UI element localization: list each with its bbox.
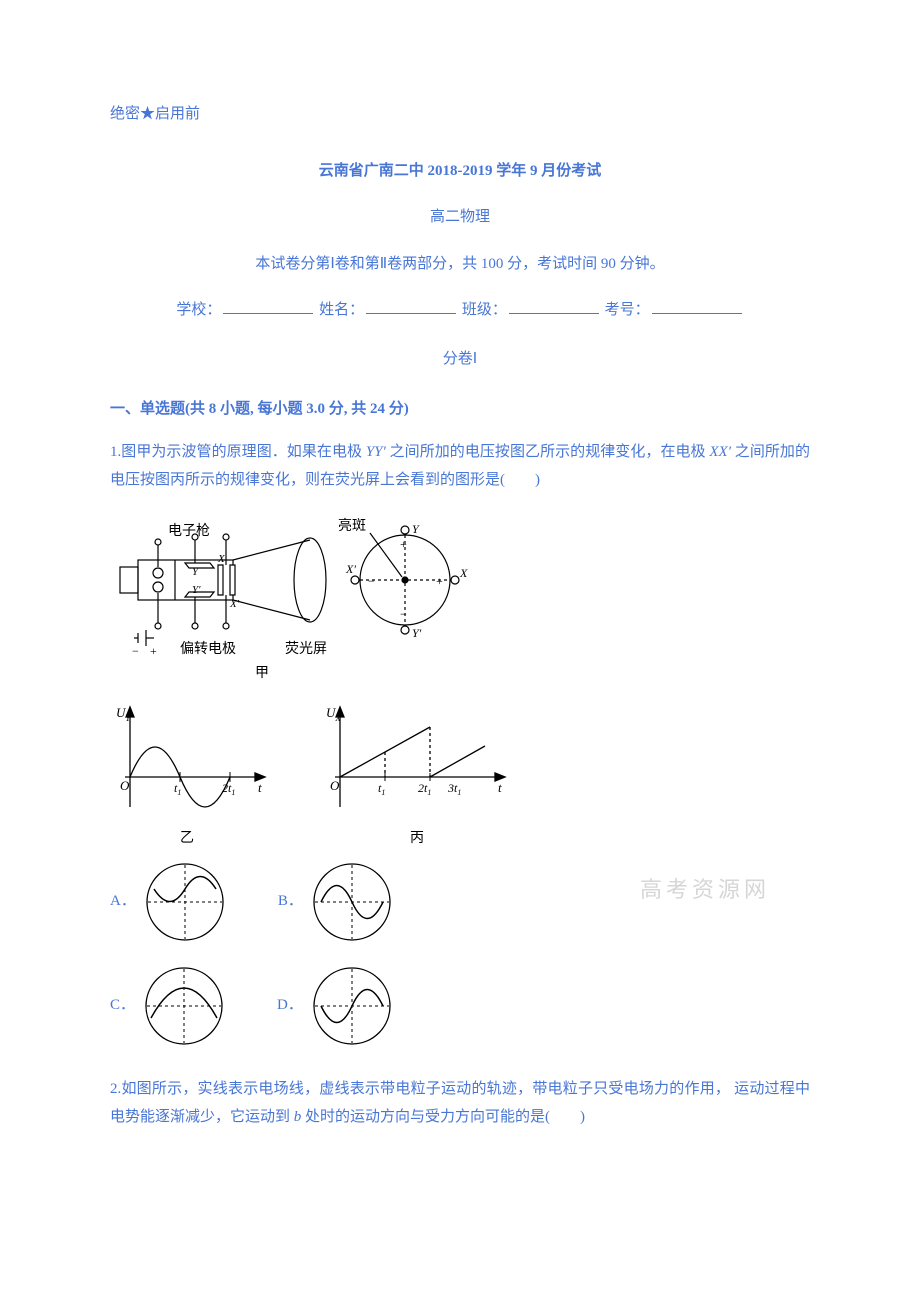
label-C: C． — [110, 991, 135, 1020]
bing-2t1s: 1 — [427, 788, 431, 797]
graph-bing: UX O t1 2t1 3t1 t 丙 — [320, 697, 510, 847]
label-examno: 考号： — [605, 302, 650, 318]
option-C-figure — [141, 963, 227, 1049]
figure-jia: Y Y′ X X′ — [110, 505, 810, 685]
graph-yi: UY O t1 2t1 t 乙 — [110, 697, 270, 847]
option-B: B． — [278, 859, 395, 945]
blank-class — [509, 298, 599, 314]
option-C: C． — [110, 963, 227, 1049]
svg-text:+: + — [150, 644, 157, 658]
options-row-1: A． B． — [110, 859, 810, 945]
figures-yi-bing: UY O t1 2t1 t 乙 — [110, 697, 810, 847]
exam-subtitle: 高二物理 — [110, 203, 810, 232]
blank-examno — [652, 298, 742, 314]
label-jia: 甲 — [255, 666, 269, 681]
svg-text:2t1: 2t1 — [222, 781, 235, 797]
bing-O: O — [330, 778, 340, 793]
option-A: A． — [110, 859, 228, 945]
yi-O: O — [120, 778, 130, 793]
option-D-figure — [309, 963, 395, 1049]
q1-yy: YY′ — [366, 444, 386, 460]
screen-Y: Y — [412, 522, 420, 536]
options-row-2: C． D． — [110, 963, 810, 1049]
svg-text:t1: t1 — [378, 781, 385, 797]
label-X-inner: X — [217, 553, 226, 565]
label-B: B． — [278, 887, 303, 916]
label-D: D． — [277, 991, 303, 1020]
bing-3t1s: 1 — [457, 788, 461, 797]
q2-line1: 2.如图所示，实线表示电场线，虚线表示带电粒子运动的轨迹，带电粒子只受电场力的作… — [110, 1081, 730, 1097]
section-1-heading: 一、单选题(共 8 小题, 每小题 3.0 分, 共 24 分) — [110, 395, 810, 424]
label-school: 学校： — [176, 302, 221, 318]
svg-text:t1: t1 — [174, 781, 181, 797]
student-info-line: 学校： 姓名： 班级： 考号： — [110, 296, 810, 325]
bing-t1s: 1 — [381, 788, 385, 797]
yi-2t1s: 1 — [231, 788, 235, 797]
label-Yp-inner: Y′ — [192, 584, 201, 596]
label-plates: 偏转电极 — [180, 641, 236, 657]
q2-b: b — [294, 1109, 302, 1125]
svg-text:3t1: 3t1 — [447, 781, 461, 797]
q2-line2b: 处时的运动方向与受力方向可能的是( ) — [305, 1109, 585, 1125]
exam-desc: 本试卷分第Ⅰ卷和第Ⅱ卷两部分，共 100 分，考试时间 90 分钟。 — [110, 250, 810, 279]
label-bing: 丙 — [410, 831, 424, 846]
yi-t: t — [258, 780, 262, 795]
bing-3t1: 3t — [447, 781, 458, 795]
secret-label: 绝密★启用前 — [110, 100, 810, 129]
screen-Yp: Y′ — [412, 626, 422, 640]
question-2: 2.如图所示，实线表示电场线，虚线表示带电粒子运动的轨迹，带电粒子只受电场力的作… — [110, 1075, 810, 1132]
svg-text:2t1: 2t1 — [418, 781, 431, 797]
oscilloscope-diagram: Y Y′ X X′ — [110, 505, 470, 685]
option-D: D． — [277, 963, 395, 1049]
yi-t1s: 1 — [177, 788, 181, 797]
q1-text-1: 1.图甲为示波管的原理图．如果在电极 — [110, 444, 362, 460]
q1-text-2: 之间所加的电压按图乙所示的规律变化，在电极 — [390, 444, 706, 460]
label-A: A． — [110, 887, 136, 916]
part-label: 分卷Ⅰ — [110, 345, 810, 374]
svg-text:−: − — [400, 607, 407, 621]
label-gun: 电子枪 — [168, 522, 210, 539]
bing-t: t — [498, 780, 502, 795]
blank-school — [223, 298, 313, 314]
q1-xx: XX′ — [709, 444, 731, 460]
exam-title: 云南省广南二中 2018-2019 学年 9 月份考试 — [110, 157, 810, 186]
label-yi: 乙 — [180, 830, 194, 846]
screen-Xp: X′ — [345, 562, 356, 576]
blank-name — [366, 298, 456, 314]
question-1: 1.图甲为示波管的原理图．如果在电极 YY′ 之间所加的电压按图乙所示的规律变化… — [110, 438, 810, 495]
option-A-figure — [142, 859, 228, 945]
label-spot: 亮斑 — [338, 517, 366, 534]
option-B-figure — [309, 859, 395, 945]
svg-text:−: − — [368, 574, 375, 588]
label-class: 班级： — [462, 302, 507, 318]
label-screen: 荧光屏 — [285, 640, 327, 657]
ux-sub: X — [334, 713, 341, 723]
svg-text:+: + — [436, 574, 443, 588]
svg-text:−: − — [132, 644, 139, 658]
svg-text:+: + — [400, 537, 407, 551]
screen-X: X — [459, 566, 468, 580]
label-name: 姓名： — [319, 302, 364, 318]
